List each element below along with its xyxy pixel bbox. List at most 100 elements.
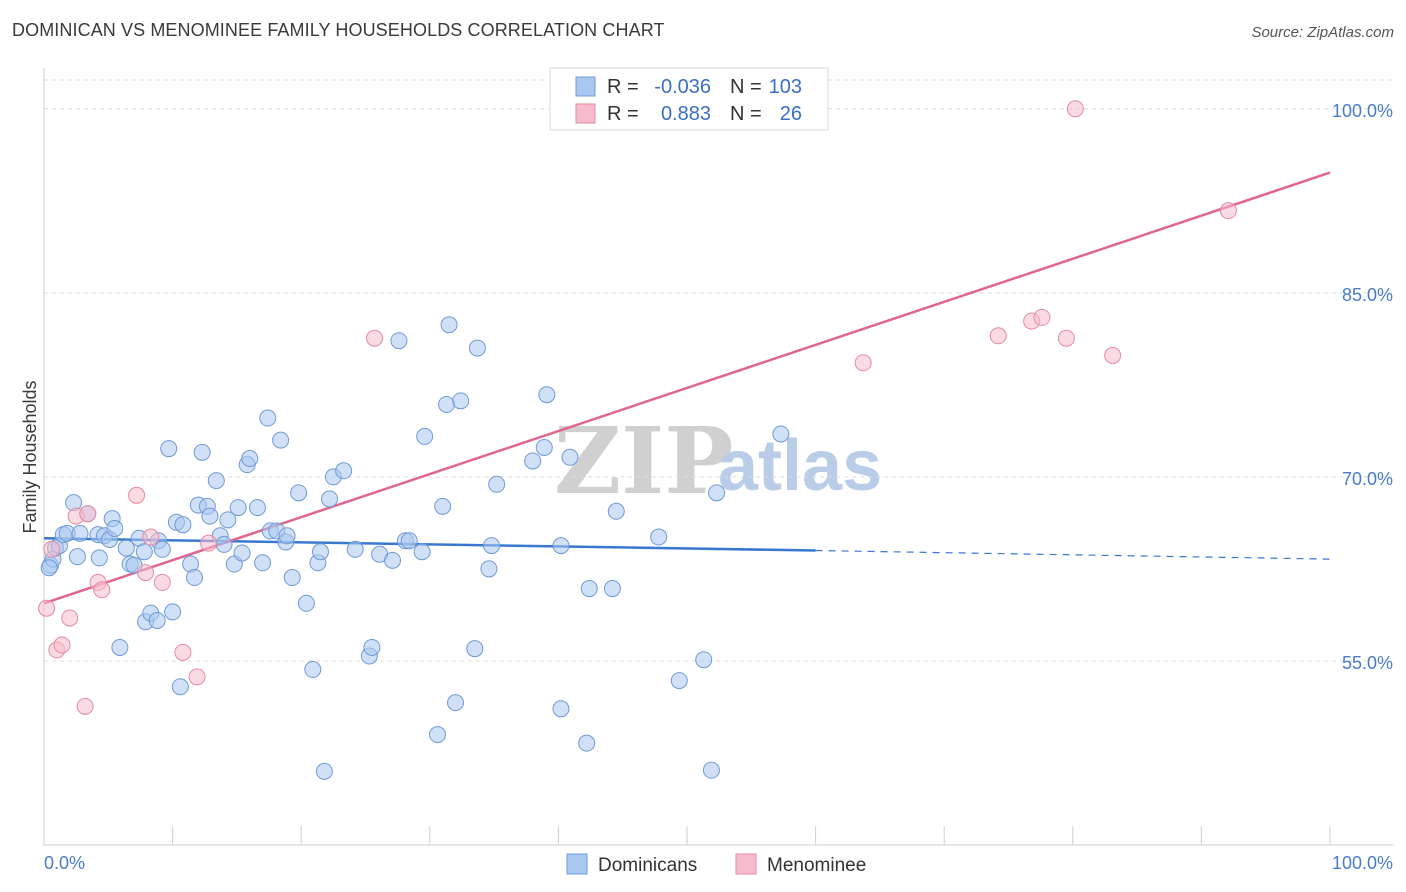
point-dominicans: [259, 409, 277, 427]
point-dominicans: [111, 638, 129, 656]
legend-n-label-1: N =: [730, 76, 762, 98]
data-points: [38, 100, 1237, 780]
y-tick-label: 55.0%: [1342, 653, 1393, 673]
point-menominee: [38, 599, 56, 617]
point-dominicans: [447, 694, 465, 712]
point-menominee: [1104, 346, 1122, 364]
trend-line-dominicans: [43, 537, 816, 552]
point-dominicans: [702, 761, 720, 779]
point-dominicans: [229, 499, 247, 517]
point-menominee: [1057, 329, 1075, 347]
bottom-legend-swatch-dominicans: [566, 853, 588, 875]
point-dominicans: [390, 332, 408, 350]
point-menominee: [61, 609, 79, 627]
chart-title: DOMINICAN VS MENOMINEE FAMILY HOUSEHOLDS…: [12, 20, 665, 40]
point-dominicans: [241, 450, 259, 467]
legend-r-value-2: 0.883: [661, 103, 711, 125]
watermark-zip: ZIP: [554, 407, 733, 515]
point-dominicans: [466, 640, 484, 658]
point-dominicans: [708, 484, 726, 502]
x-tick-label-max: 100.0%: [1332, 853, 1393, 873]
point-dominicans: [452, 392, 470, 410]
point-dominicans: [400, 532, 418, 550]
point-dominicans: [538, 386, 556, 404]
point-menominee: [1033, 308, 1051, 326]
point-dominicans: [193, 443, 211, 461]
legend-n-label-2: N =: [730, 103, 762, 125]
point-menominee: [53, 636, 71, 654]
point-menominee: [142, 528, 160, 546]
y-axis-label: Family Households: [20, 380, 40, 533]
point-dominicans: [363, 638, 381, 656]
point-dominicans: [670, 672, 688, 690]
point-dominicans: [335, 462, 353, 480]
x-tick-label-min: 0.0%: [44, 853, 85, 873]
point-dominicans: [135, 543, 153, 561]
point-dominicans: [207, 472, 225, 490]
point-dominicans: [413, 543, 431, 561]
point-dominicans: [650, 528, 668, 546]
point-dominicans: [772, 425, 790, 443]
point-dominicans: [248, 499, 266, 517]
watermark-atlas: atlas: [718, 426, 882, 506]
y-tick-label: 100.0%: [1332, 101, 1393, 121]
point-dominicans: [117, 539, 135, 557]
trend-line-extension-dominicans: [815, 549, 1331, 560]
point-dominicans: [40, 559, 58, 577]
y-tick-label: 85.0%: [1342, 285, 1393, 305]
point-dominicans: [416, 427, 434, 445]
point-dominicans: [272, 431, 290, 449]
gridlines: [44, 79, 1393, 662]
point-menominee: [43, 540, 61, 558]
point-dominicans: [171, 678, 189, 696]
point-dominicans: [148, 611, 166, 629]
point-menominee: [188, 668, 206, 686]
point-menominee: [854, 354, 872, 372]
point-menominee: [366, 329, 384, 347]
point-dominicans: [488, 475, 506, 493]
point-dominicans: [346, 540, 364, 558]
point-dominicans: [483, 537, 501, 555]
correlation-legend: R = -0.036 N = 103 R = 0.883 N = 26: [549, 67, 829, 131]
point-dominicans: [304, 661, 322, 679]
point-dominicans: [320, 490, 338, 508]
point-menominee: [128, 486, 146, 504]
point-dominicans: [174, 516, 192, 534]
point-dominicans: [106, 519, 124, 537]
point-dominicans: [153, 540, 171, 558]
legend-r-label-1: R =: [607, 76, 639, 98]
series-legend: Dominicans Menominee: [566, 853, 866, 876]
y-tick-label: 70.0%: [1342, 469, 1393, 489]
bottom-legend-label-dominicans: Dominicans: [598, 855, 697, 876]
point-menominee: [79, 505, 97, 523]
point-menominee: [93, 581, 111, 599]
point-dominicans: [552, 537, 570, 555]
point-menominee: [174, 643, 192, 661]
point-dominicans: [384, 551, 402, 569]
point-menominee: [200, 534, 218, 552]
point-dominicans: [429, 726, 447, 744]
point-dominicans: [438, 396, 456, 414]
legend-n-value-2: 26: [780, 103, 802, 125]
point-dominicans: [580, 580, 598, 598]
point-dominicans: [434, 497, 452, 515]
legend-swatch-menominee: [575, 103, 596, 124]
bottom-legend-label-menominee: Menominee: [767, 855, 866, 876]
bottom-legend-swatch-menominee: [735, 853, 757, 875]
point-dominicans: [254, 554, 272, 572]
legend-n-value-1: 103: [769, 76, 802, 98]
trend-lines: [43, 171, 1331, 605]
point-dominicans: [185, 569, 203, 587]
legend-r-label-2: R =: [607, 103, 639, 125]
legend-swatch-dominicans: [575, 76, 596, 97]
point-dominicans: [607, 502, 625, 520]
source-label: Source: ZipAtlas.com: [1251, 24, 1394, 41]
point-dominicans: [201, 507, 219, 525]
trend-line-menominee: [43, 171, 1331, 605]
point-dominicans: [71, 524, 89, 542]
point-dominicans: [695, 651, 713, 669]
point-menominee: [1066, 100, 1084, 118]
point-dominicans: [311, 543, 329, 561]
point-dominicans: [578, 734, 596, 752]
